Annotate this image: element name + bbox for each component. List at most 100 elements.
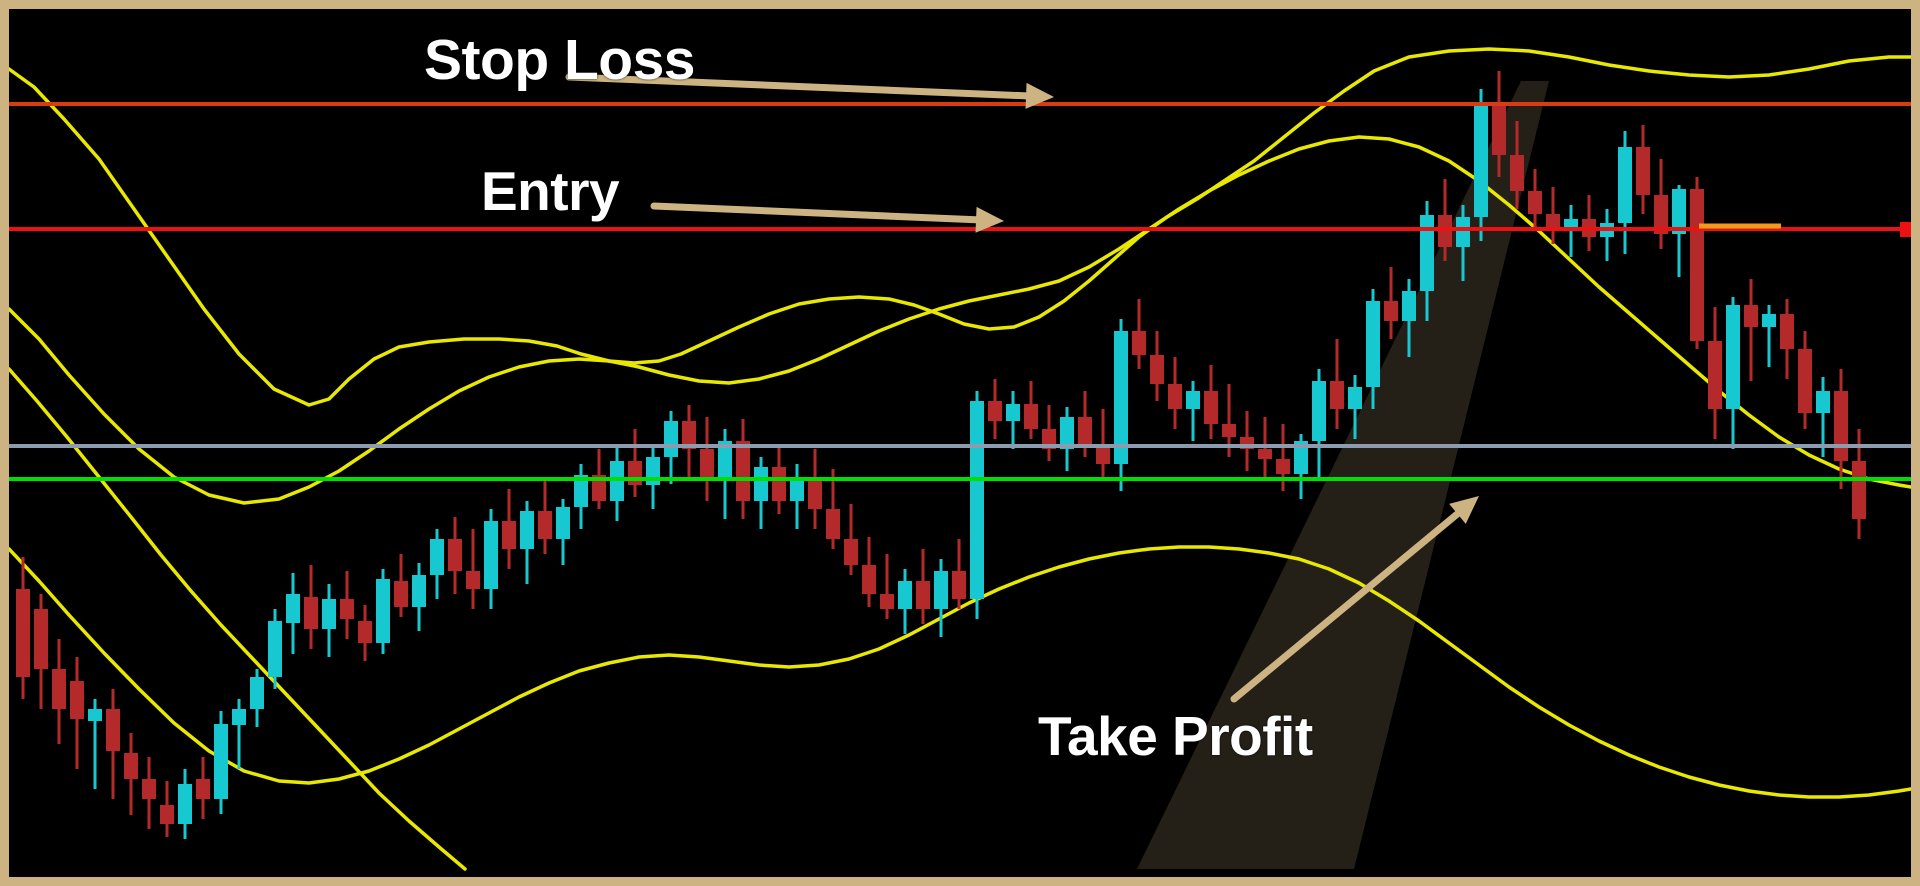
candlestick-chart-canvas[interactable]: Stop Loss Entry Take Profit [9,9,1911,877]
candle-body [1186,391,1200,409]
candle-body [376,579,390,643]
candle-body [268,621,282,677]
candle-body [1132,331,1146,355]
annotation-arrows [565,73,1479,703]
candle-body [1006,404,1020,421]
candle-body [1150,355,1164,384]
candle-body [466,571,480,589]
candle-body [826,509,840,539]
candle-body [1816,391,1830,413]
candle-body [1690,189,1704,341]
candle-body [178,784,192,824]
candle-body [1510,155,1524,191]
candle-body [880,594,894,609]
candle-body [412,575,426,607]
candle-body [160,805,174,824]
candle-body [1096,444,1110,464]
bollinger-upper-band [9,47,1911,407]
candle-body [286,594,300,623]
candle-body [718,441,732,479]
candle-body [448,539,462,571]
candle-body [952,571,966,599]
candle-body [1402,291,1416,321]
candle-body [1672,189,1686,234]
candle-body [484,521,498,589]
candle-body [1798,349,1812,413]
candle-body [142,779,156,799]
candle-body [682,421,696,449]
candle-body [898,581,912,609]
candle-body [1546,214,1560,231]
candle-body [322,599,336,629]
stop-loss-arrow-shaft [565,73,1036,100]
candle-body [1330,381,1344,409]
candle-body [772,467,786,501]
candle-body [34,609,48,669]
candle-body [1294,441,1308,474]
candle-body [1114,331,1128,464]
candle-body [1708,341,1722,409]
candle-body [1744,305,1758,327]
candle-body [1474,105,1488,217]
entry-arrow-shaft [650,202,986,224]
candle-body [88,709,102,721]
candle-body [538,511,552,539]
candle-body [16,589,30,677]
candle-body [304,597,318,629]
candle-body [916,581,930,609]
candlestick-series [16,71,1866,839]
candle-body [1762,314,1776,327]
candle-body [52,669,66,709]
candle-body [214,724,228,799]
candle-body [502,521,516,549]
candle-body [1060,417,1074,449]
candle-body [736,441,750,501]
candle-body [1078,417,1092,444]
candle-body [124,753,138,779]
candle-body [1780,314,1794,349]
candle-body [1276,459,1290,474]
candle-body [196,779,210,799]
take-profit-label: Take Profit [1038,705,1313,767]
candle-body [1618,147,1632,223]
bollinger-middle-band [9,135,1911,505]
candle-body [1726,305,1740,409]
candle-body [934,571,948,609]
candle-body [1492,105,1506,155]
candle-body [790,479,804,501]
candle-body [844,539,858,565]
candle-body [70,681,84,719]
entry-arrow-head [975,206,1004,233]
candle-body [250,677,264,709]
candle-body [700,449,714,479]
entry-label: Entry [481,160,620,222]
candle-body [520,511,534,549]
candle-body [664,421,678,457]
stop-loss-arrow-head [1025,82,1054,109]
candle-body [1258,449,1272,459]
candle-body [1456,217,1470,247]
candle-body [1366,301,1380,387]
entry-price-marker [1900,222,1911,237]
candle-body [1204,391,1218,424]
candle-body [430,539,444,575]
moving-average-overlay [9,367,467,871]
candle-body [1024,404,1038,429]
candle-body [988,401,1002,421]
candle-body [106,709,120,751]
candle-body [754,467,768,501]
candle-body [1834,391,1848,461]
candle-body [1348,387,1362,409]
price-level-lines [9,102,1911,481]
candle-body [1420,215,1434,291]
candle-body [1654,195,1668,234]
trend-channel-overlay [1137,81,1549,869]
candle-body [1852,461,1866,519]
candle-body [628,461,642,485]
chart-svg [9,47,1911,871]
take-profit-arrow-shaft [1230,506,1466,703]
candle-body [1636,147,1650,195]
candle-body [232,709,246,725]
candle-body [574,475,588,507]
candle-body [358,621,372,643]
